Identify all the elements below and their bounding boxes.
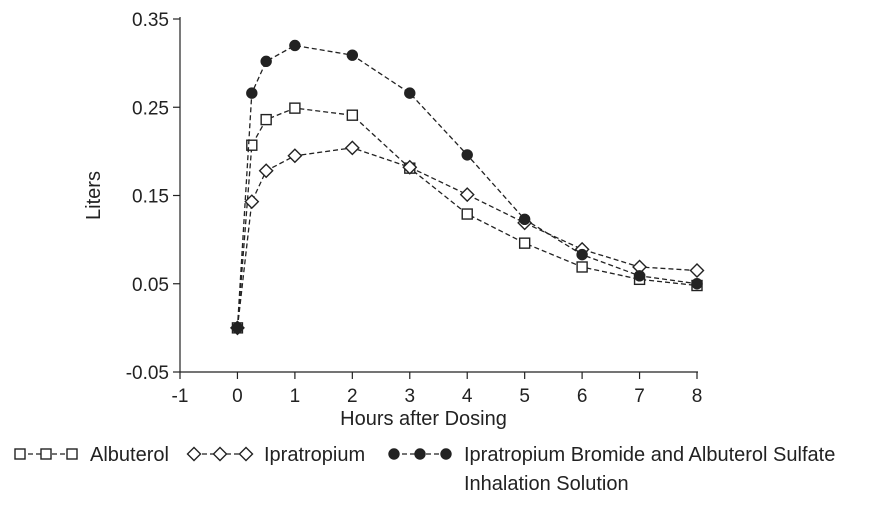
y-tick-label: -0.05 bbox=[126, 363, 169, 384]
y-ticks: -0.05 0.05 0.15 0.25 0.35 bbox=[126, 10, 180, 384]
legend-label: Ipratropium Bromide and Albuterol Sulfat… bbox=[464, 444, 835, 466]
x-tick-label: 5 bbox=[519, 386, 530, 407]
x-tick-label: 7 bbox=[634, 386, 645, 407]
x-tick-label: 6 bbox=[577, 386, 588, 407]
series-line bbox=[236, 44, 698, 328]
data-point bbox=[246, 87, 258, 99]
data-point bbox=[40, 448, 52, 460]
series-line bbox=[236, 147, 698, 328]
legend-item-1: Albuterol bbox=[14, 444, 169, 466]
plot-area bbox=[229, 39, 705, 336]
data-point bbox=[346, 49, 359, 61]
data-point bbox=[212, 446, 228, 462]
data-point bbox=[244, 194, 260, 210]
legend: Albuterol Ipratropium Ipratropium Bromide … bbox=[14, 444, 835, 495]
y-axis-label: Liters bbox=[83, 171, 105, 220]
data-point bbox=[246, 139, 258, 151]
x-tick-label: 8 bbox=[692, 386, 703, 407]
data-point bbox=[287, 148, 303, 164]
legend-label: Inhalation Solution bbox=[464, 473, 629, 495]
data-point bbox=[388, 448, 400, 460]
x-tick-label: 1 bbox=[290, 386, 301, 407]
x-tick-label: 4 bbox=[462, 386, 473, 407]
data-point bbox=[258, 163, 274, 179]
x-tick-label: -1 bbox=[172, 386, 189, 407]
x-tick-label: 0 bbox=[232, 386, 243, 407]
series-2 bbox=[229, 140, 705, 336]
legend-item-3: Ipratropium Bromide and Albuterol Sulfat… bbox=[388, 444, 835, 495]
data-point bbox=[260, 55, 272, 68]
series-1 bbox=[231, 102, 703, 334]
data-point bbox=[633, 270, 646, 282]
y-tick-label: 0.15 bbox=[132, 187, 169, 208]
legend-item-2: Ipratropium bbox=[186, 444, 365, 466]
data-point bbox=[689, 263, 705, 279]
data-point bbox=[238, 446, 254, 462]
series-3 bbox=[231, 39, 703, 334]
legend-label: Ipratropium bbox=[264, 444, 365, 466]
x-axis-label: Hours after Dosing bbox=[340, 408, 507, 430]
data-point bbox=[576, 261, 588, 273]
y-tick-label: 0.35 bbox=[132, 10, 169, 31]
data-point bbox=[691, 278, 703, 290]
data-point bbox=[459, 187, 475, 203]
data-point bbox=[461, 208, 473, 220]
data-point bbox=[260, 113, 272, 126]
x-tick-label: 2 bbox=[347, 386, 358, 407]
data-point bbox=[576, 248, 588, 261]
data-point bbox=[346, 109, 359, 121]
data-point bbox=[289, 102, 301, 114]
data-point bbox=[289, 39, 301, 52]
legend-label: Albuterol bbox=[90, 444, 169, 466]
y-tick-label: 0.05 bbox=[132, 275, 169, 296]
data-point bbox=[440, 448, 452, 460]
data-point bbox=[461, 149, 473, 161]
data-point bbox=[14, 448, 26, 460]
data-point bbox=[518, 237, 531, 249]
data-point bbox=[402, 159, 418, 175]
data-point bbox=[414, 448, 426, 460]
data-point bbox=[404, 87, 416, 99]
y-tick-label: 0.25 bbox=[132, 98, 169, 119]
data-point bbox=[66, 448, 78, 460]
data-point bbox=[186, 446, 202, 462]
data-point bbox=[231, 322, 244, 334]
x-tick-label: 3 bbox=[404, 386, 415, 407]
data-point bbox=[344, 140, 360, 156]
x-ticks: -1 0 1 2 3 4 5 6 7 8 bbox=[172, 372, 703, 407]
data-point bbox=[518, 213, 531, 226]
axes bbox=[179, 17, 698, 373]
